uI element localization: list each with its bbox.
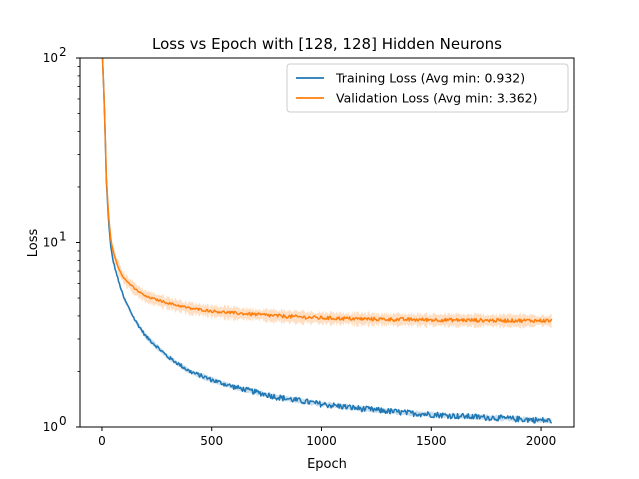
plot-area — [101, 58, 553, 424]
y-tick-exponent: 1 — [59, 230, 67, 244]
legend-box — [286, 63, 569, 113]
x-tick-label: 2000 — [526, 434, 557, 448]
y-tick-label: 10 — [43, 236, 58, 250]
x-tick-label: 1000 — [306, 434, 337, 448]
series-1-line — [101, 58, 553, 324]
legend: Training Loss (Avg min: 0.932) Validation… — [286, 63, 569, 113]
series-0-line — [101, 58, 553, 424]
y-tick-exponent: 0 — [59, 414, 67, 428]
series-1-band — [102, 58, 552, 330]
legend-label-1: Validation Loss (Avg min: 3.362) — [336, 91, 538, 106]
y-tick-exponent: 2 — [59, 45, 67, 59]
chart-title: Loss vs Epoch with [128, 128] Hidden Neu… — [152, 35, 502, 53]
plot-clip-group — [101, 58, 553, 424]
legend-label-0: Training Loss (Avg min: 0.932) — [335, 71, 525, 86]
x-tick-label: 0 — [98, 434, 106, 448]
x-tick-label: 500 — [200, 434, 223, 448]
y-tick-label: 10 — [43, 51, 58, 65]
x-tick-label: 1500 — [416, 434, 447, 448]
y-axis-title: Loss — [26, 229, 41, 258]
x-axis-title: Epoch — [307, 457, 347, 472]
y-tick-label: 10 — [43, 420, 58, 434]
